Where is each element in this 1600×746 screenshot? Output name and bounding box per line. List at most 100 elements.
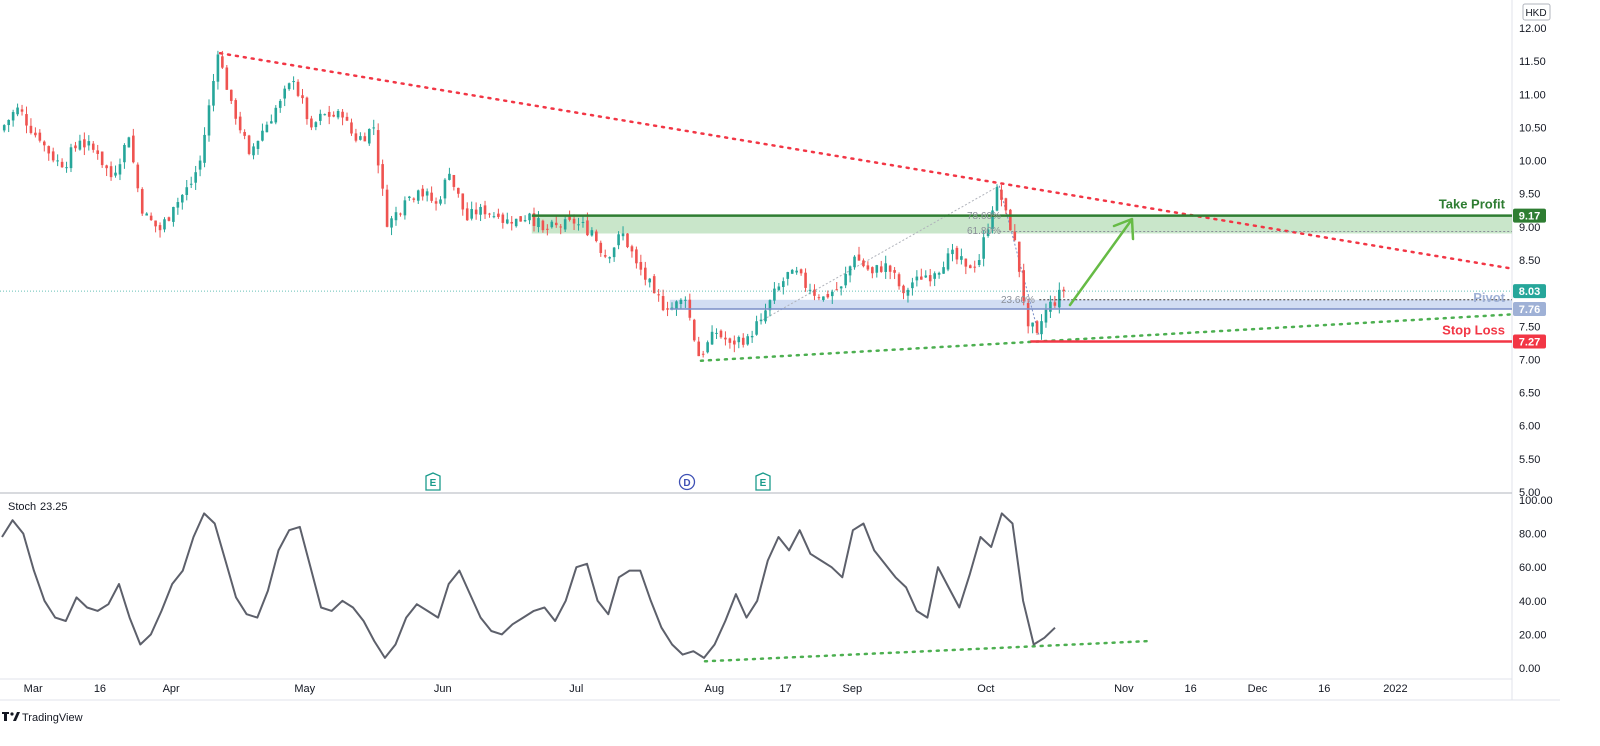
candle-body (546, 228, 549, 230)
price-axis[interactable]: 12.00 11.50 11.00 10.50 10.00 9.50 9.00 8.50 8.0… (1519, 23, 1547, 499)
candle-body (154, 220, 157, 227)
candle-body (991, 210, 994, 230)
candle-body (310, 118, 313, 128)
candles (2, 50, 1066, 358)
candle-body (871, 267, 874, 274)
candle-body (617, 234, 620, 246)
time-tick: 16 (94, 683, 106, 695)
earnings-marker (425, 472, 441, 491)
candle-body (973, 266, 977, 268)
candle-body (648, 278, 652, 283)
candle-body (572, 218, 576, 224)
candle-body (501, 214, 505, 223)
fib-diagonal-up (763, 185, 1000, 321)
time-tick: Mar (24, 683, 43, 695)
candle-body (2, 125, 6, 131)
candle-body (354, 133, 358, 141)
candle-body (657, 294, 660, 296)
candle-body (599, 242, 603, 253)
candle-body (626, 233, 629, 248)
candle-body (185, 187, 189, 195)
fib-labels: 78.60% 61.80% 23.60% (967, 211, 1035, 306)
candle-body (203, 134, 206, 163)
price-tick: 8.50 (1519, 255, 1540, 267)
candle-body (830, 291, 834, 297)
panel-borders (0, 0, 1560, 701)
event-marker-label: D (683, 478, 690, 489)
candle-body (461, 193, 465, 210)
candle-body (1000, 189, 1003, 200)
event-marker-label: E (430, 478, 437, 489)
candle-body (323, 114, 327, 116)
projection-arrow (1068, 217, 1135, 307)
candle-body (1049, 301, 1052, 312)
time-tick: Nov (1114, 683, 1134, 695)
candle-body (145, 213, 148, 216)
candle-body (790, 269, 794, 274)
candle-body (773, 288, 776, 301)
candle-body (172, 206, 175, 222)
candle-body (577, 224, 580, 226)
candle-body (207, 105, 211, 136)
candle-body (986, 229, 990, 236)
time-tick: 17 (779, 683, 791, 695)
candle-body (399, 213, 402, 215)
candle-body (724, 337, 727, 340)
price-tick: 11.50 (1519, 56, 1546, 68)
stoch-support-line (703, 639, 1150, 663)
candle-body (879, 266, 883, 272)
candle-body (523, 220, 527, 222)
projection-shaft (1068, 220, 1132, 307)
candle-body (452, 174, 456, 187)
price-tag-label: 7.76 (1519, 304, 1540, 316)
candle-body (541, 220, 545, 231)
candle-body (1044, 309, 1048, 323)
candle-body (198, 160, 202, 170)
candle-body (639, 261, 643, 270)
candle-body (412, 198, 416, 200)
stoch-axis[interactable]: 100.00 80.00 60.00 40.00 20.00 0.00 (1519, 495, 1553, 675)
price-tag-box (1513, 284, 1546, 299)
candle-body (679, 299, 683, 304)
candle-body (390, 218, 393, 228)
take-profit-zone (531, 215, 1512, 234)
candle-body (822, 296, 825, 301)
fib-label: 61.80% (967, 226, 1001, 237)
candle-body (554, 222, 558, 226)
candle-body (652, 276, 656, 294)
candle-body (920, 276, 923, 280)
candle-body (612, 247, 616, 258)
candle-body (603, 255, 607, 257)
stoch-tick: 100.00 (1519, 495, 1553, 507)
candle-body (430, 192, 433, 201)
candle-body (532, 213, 536, 226)
candle-body (1022, 270, 1026, 301)
candle-body (105, 165, 108, 169)
candle-body (1009, 209, 1012, 231)
candle-body (942, 267, 945, 274)
time-tick: Oct (977, 683, 994, 695)
candle-body (270, 121, 273, 124)
candle-body (995, 187, 999, 211)
candle-body (528, 213, 531, 221)
candle-body (136, 164, 140, 189)
candle-body (176, 202, 180, 208)
candle-body (968, 265, 972, 269)
candle-body (341, 111, 344, 118)
candle-body (759, 319, 763, 322)
candle-body (964, 258, 968, 267)
candle-body (692, 319, 696, 341)
time-axis[interactable]: Mar 16 Apr May Jun Jul Aug 17 Sep Oct Nov 16 Dec 16 20… (24, 683, 1408, 695)
candle-body (51, 151, 55, 161)
candle-body (497, 213, 500, 217)
candle-body (537, 218, 540, 228)
candle-body (1031, 322, 1034, 327)
candle-body (25, 114, 28, 126)
candle-body (643, 267, 647, 280)
candle-body (884, 263, 887, 272)
candle-body (47, 146, 51, 154)
stoch-tick: 60.00 (1519, 562, 1547, 574)
time-tick: Dec (1248, 683, 1268, 695)
